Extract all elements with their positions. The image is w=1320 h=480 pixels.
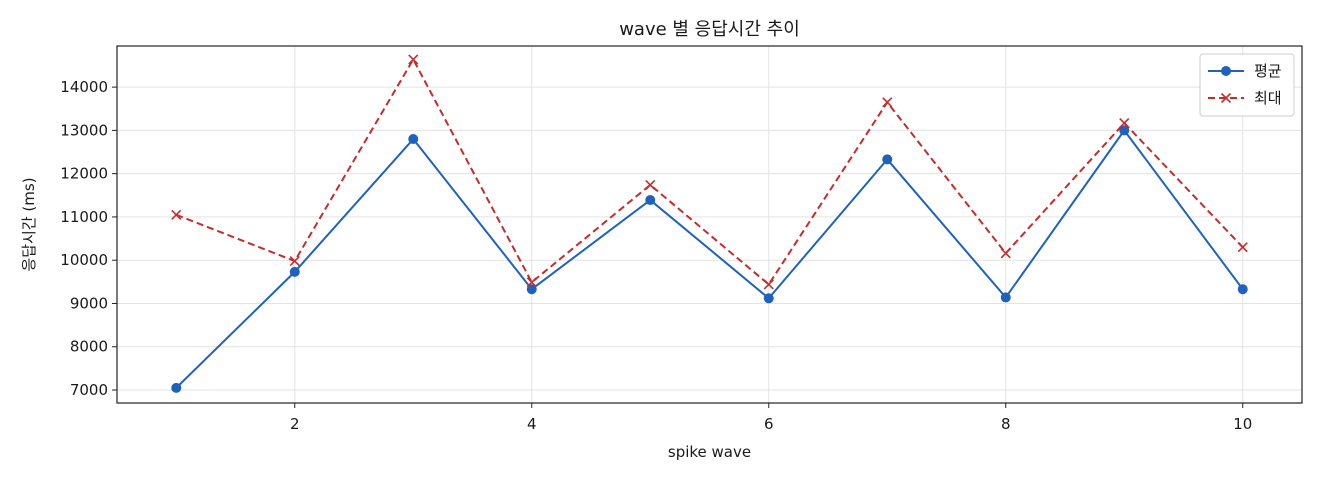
series-layer — [171, 54, 1248, 393]
data-point — [526, 277, 537, 288]
y-tick-label: 10000 — [60, 251, 108, 269]
data-point-stroke — [645, 179, 656, 190]
data-point — [763, 279, 774, 290]
y-tick-label: 7000 — [70, 381, 108, 399]
data-point — [1237, 242, 1248, 253]
data-point — [171, 382, 182, 393]
data-point-stroke — [1119, 117, 1130, 129]
x-tick-label: 8 — [1001, 415, 1011, 433]
data-point — [1119, 125, 1130, 136]
data-point — [882, 154, 893, 165]
data-point-stroke — [763, 279, 774, 290]
x-axis-title: spike wave — [668, 443, 751, 461]
data-point-stroke — [408, 54, 419, 65]
legend-marker-stroke — [1220, 92, 1232, 104]
x-tick-label: 4 — [527, 415, 537, 433]
x-tick-label: 2 — [290, 415, 300, 433]
data-point — [763, 293, 774, 304]
plot-frame — [116, 45, 1303, 404]
y-tick-label: 9000 — [70, 294, 108, 312]
data-point — [408, 134, 419, 145]
data-point — [1119, 117, 1130, 129]
data-point — [882, 97, 893, 108]
data-point — [1000, 292, 1011, 303]
data-point — [289, 255, 300, 267]
y-axis-title: 응답시간 (ms) — [20, 177, 38, 271]
legend-marker — [1220, 92, 1232, 104]
legend-marker — [1221, 66, 1231, 76]
legend-label: 평균 — [1254, 62, 1282, 80]
data-point-stroke — [289, 255, 300, 267]
y-tick-label: 14000 — [60, 78, 108, 96]
y-tick-label: 12000 — [60, 165, 108, 183]
grid — [117, 46, 1302, 403]
data-point — [645, 195, 656, 206]
data-point-stroke — [526, 277, 537, 288]
data-point — [1237, 284, 1248, 295]
ticks: 7000 8000 9000 10000 11000 12000 13000 14000 2 4 6… — [60, 78, 1252, 433]
data-point — [1000, 248, 1011, 259]
data-point — [645, 179, 656, 190]
y-tick-label: 8000 — [70, 338, 108, 356]
chart-title: wave 별 응답시간 추이 — [619, 19, 800, 40]
data-point — [526, 284, 537, 295]
data-point-stroke — [1237, 242, 1248, 253]
x-tick-label: 10 — [1233, 415, 1252, 433]
legend-label: 최대 — [1254, 89, 1282, 107]
data-point-stroke — [1000, 248, 1011, 259]
series-line-1 — [175, 57, 1244, 286]
x-tick-label: 6 — [764, 415, 774, 433]
series-line-0 — [175, 128, 1244, 389]
data-point-stroke — [882, 97, 893, 108]
data-point-stroke — [171, 209, 182, 220]
y-tick-label: 11000 — [60, 208, 108, 226]
data-point — [289, 266, 300, 277]
y-tick-label: 13000 — [60, 121, 108, 139]
data-point — [171, 209, 182, 220]
data-point — [408, 54, 419, 65]
